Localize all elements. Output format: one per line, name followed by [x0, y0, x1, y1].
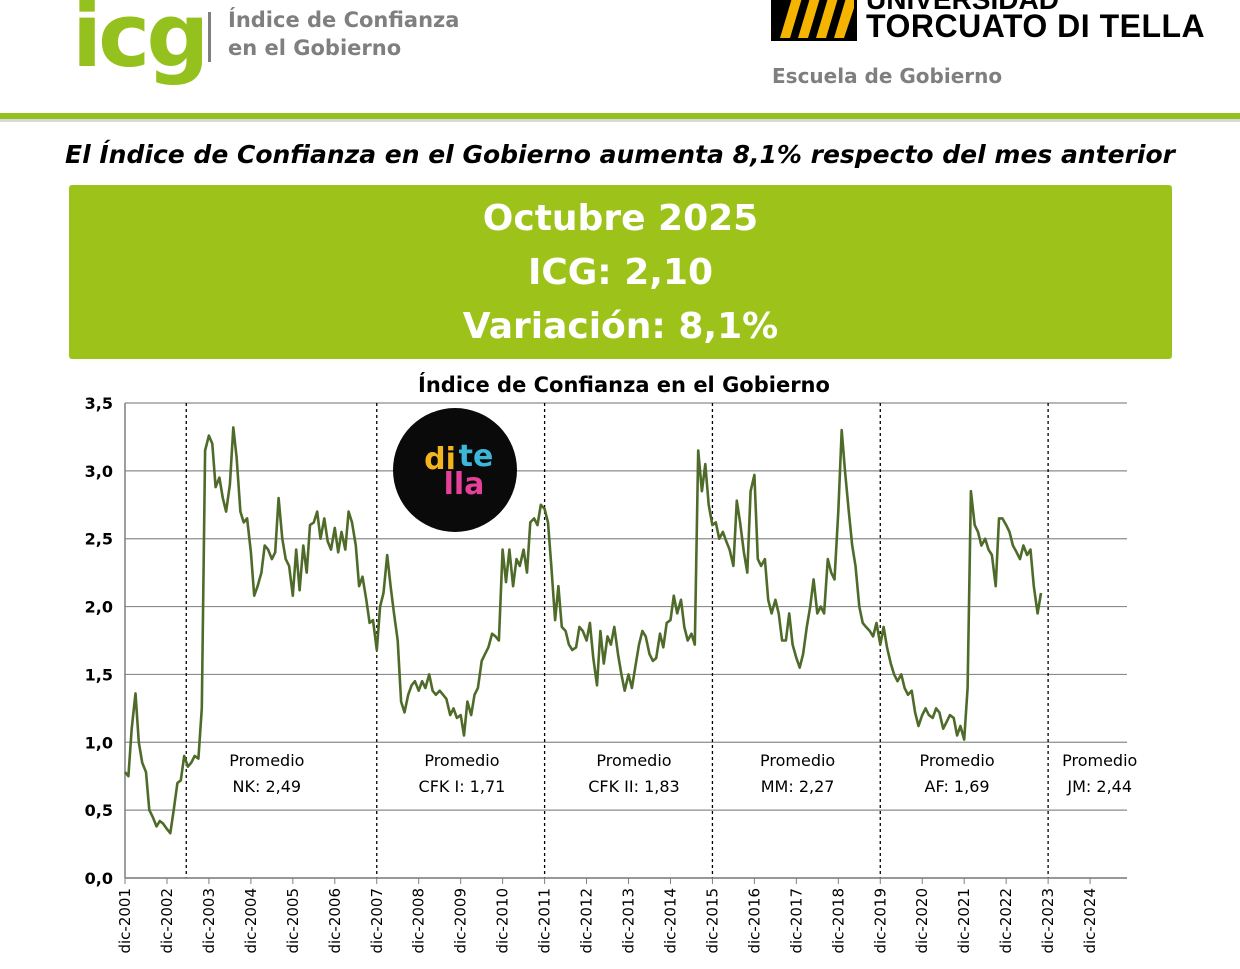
- logo-text-line1: Índice de Confianza: [228, 8, 460, 32]
- university-name: TORCUATO DI TELLA: [866, 8, 1206, 44]
- x-tick-label: dic-2013: [620, 888, 638, 954]
- term-annotation-value: JM: 2,44: [1066, 777, 1132, 796]
- x-tick-label: dic-2005: [284, 888, 302, 954]
- x-tick-label: dic-2024: [1081, 888, 1099, 954]
- x-tick-label: dic-2002: [158, 888, 176, 954]
- x-tick-label: dic-2018: [829, 888, 847, 954]
- banner-month: Octubre 2025: [482, 198, 759, 239]
- term-annotation-title: Promedio: [596, 751, 671, 770]
- term-annotation-title: Promedio: [760, 751, 835, 770]
- banner-icg: ICG: 2,10: [527, 252, 714, 293]
- icg-logo: icg: [72, 0, 209, 87]
- logo-separator: [208, 12, 211, 62]
- icg-line-chart: Índice de Confianza en el Gobierno Prome…: [85, 372, 1138, 954]
- x-tick-label: dic-2009: [452, 888, 470, 954]
- header-rule: [0, 113, 1240, 119]
- x-tick-label: dic-2012: [578, 888, 596, 954]
- y-tick-label: 1,5: [85, 665, 113, 684]
- term-annotation-title: Promedio: [229, 751, 304, 770]
- headline: El Índice de Confianza en el Gobierno au…: [65, 140, 1175, 169]
- term-annotation-title: Promedio: [424, 751, 499, 770]
- banner-variation: Variación: 8,1%: [462, 306, 779, 347]
- term-annotation-title: Promedio: [1062, 751, 1137, 770]
- x-tick-label: dic-2017: [787, 888, 805, 954]
- x-tick-label: dic-2011: [536, 888, 554, 954]
- x-tick-label: dic-2001: [116, 888, 134, 954]
- logo-text-line2: en el Gobierno: [228, 36, 402, 60]
- y-tick-label: 0,5: [85, 801, 113, 820]
- ditella-badge-lla: lla: [444, 467, 485, 502]
- utdt-logo-mark: [771, 0, 857, 41]
- chart-title: Índice de Confianza en el Gobierno: [418, 372, 830, 397]
- term-annotation-value: CFK I: 1,71: [419, 777, 506, 796]
- summary-banner: Octubre 2025 ICG: 2,10 Variación: 8,1%: [69, 185, 1172, 359]
- x-tick-label: dic-2008: [410, 888, 428, 954]
- school-name: Escuela de Gobierno: [772, 64, 1003, 88]
- ditella-badge-di: di: [424, 442, 456, 477]
- term-annotation-value: CFK II: 1,83: [588, 777, 680, 796]
- ditella-badge-circle: [393, 408, 517, 532]
- x-tick-label: dic-2010: [494, 888, 512, 954]
- ditella-badge-te: te: [459, 439, 494, 474]
- icg-logo-text: Índice de Confianza en el Gobierno: [228, 6, 459, 62]
- x-tick-label: dic-2004: [242, 888, 260, 954]
- x-tick-label: dic-2023: [1039, 888, 1057, 954]
- x-tick-label: dic-2019: [871, 888, 889, 954]
- x-tick-label: dic-2015: [703, 888, 721, 954]
- x-tick-label: dic-2021: [955, 888, 973, 954]
- y-tick-label: 3,5: [85, 394, 113, 413]
- y-tick-label: 0,0: [85, 869, 113, 888]
- ditella-badge: di te lla: [393, 408, 517, 532]
- x-tick-label: dic-2014: [661, 888, 679, 954]
- x-tick-label: dic-2022: [997, 888, 1015, 954]
- term-annotation-value: MM: 2,27: [761, 777, 835, 796]
- term-annotation-title: Promedio: [919, 751, 994, 770]
- term-annotation-value: NK: 2,49: [233, 777, 302, 796]
- x-tick-label: dic-2016: [745, 888, 763, 954]
- y-tick-label: 1,0: [85, 733, 113, 752]
- y-tick-label: 2,5: [85, 530, 113, 549]
- university-label: UNIVERSIDAD: [866, 0, 1059, 14]
- y-tick-label: 2,0: [85, 598, 113, 617]
- term-annotation-value: AF: 1,69: [925, 777, 990, 796]
- header-rule-shadow: [0, 119, 1240, 122]
- x-tick-label: dic-2007: [368, 888, 386, 954]
- series-line-icg: [123, 426, 1043, 835]
- x-tick-label: dic-2003: [200, 888, 218, 954]
- x-tick-label: dic-2006: [326, 888, 344, 954]
- x-tick-label: dic-2020: [913, 888, 931, 954]
- y-tick-label: 3,0: [85, 462, 113, 481]
